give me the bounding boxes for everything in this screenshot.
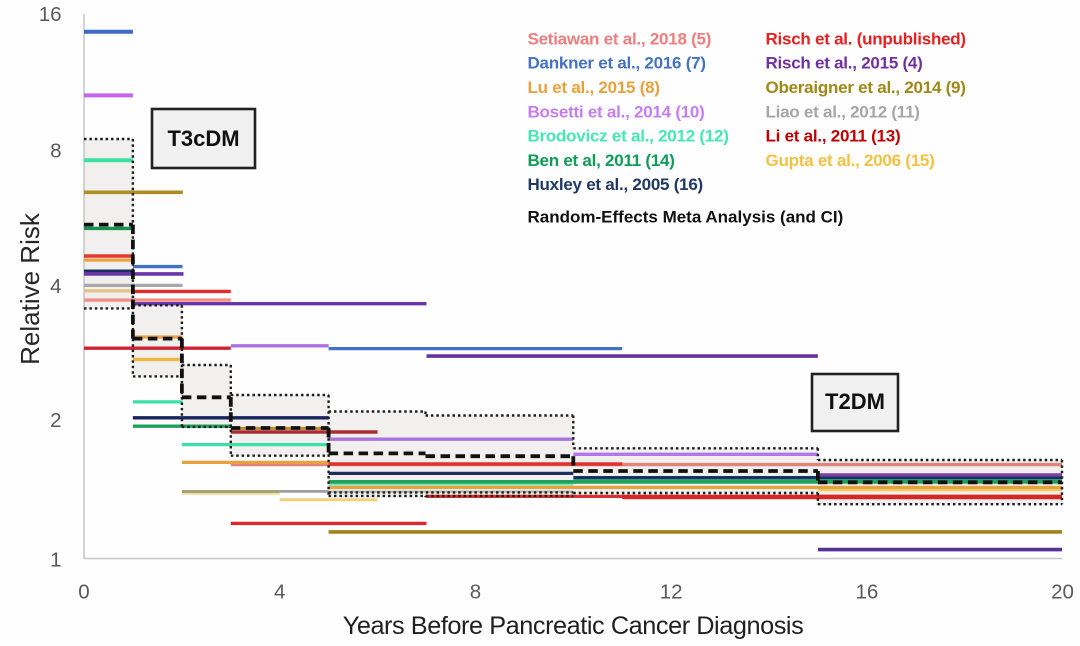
svg-text:Dankner et al., 2016 (7): Dankner et al., 2016 (7) — [528, 54, 706, 73]
svg-text:Lu et al., 2015 (8): Lu et al., 2015 (8) — [528, 78, 660, 97]
svg-text:Relative Risk: Relative Risk — [15, 212, 45, 365]
svg-text:Risch et al., 2015 (4): Risch et al., 2015 (4) — [766, 54, 923, 73]
svg-text:16: 16 — [39, 3, 62, 26]
svg-text:Liao et al., 2012 (11): Liao et al., 2012 (11) — [766, 102, 920, 121]
svg-text:4: 4 — [274, 581, 285, 604]
svg-text:16: 16 — [855, 581, 878, 604]
svg-text:Setiawan et al., 2018 (5): Setiawan et al., 2018 (5) — [528, 29, 712, 48]
svg-text:Ben et al, 2011 (14): Ben et al, 2011 (14) — [528, 151, 675, 170]
svg-text:Risch et al. (unpublished): Risch et al. (unpublished) — [766, 29, 966, 48]
svg-text:0: 0 — [78, 581, 89, 604]
svg-text:T3cDM: T3cDM — [167, 126, 239, 151]
svg-text:Li et al., 2011 (13): Li et al., 2011 (13) — [766, 127, 901, 146]
svg-text:2: 2 — [50, 409, 61, 432]
svg-text:T2DM: T2DM — [825, 389, 885, 414]
svg-text:Random-Effects Meta Analysis (: Random-Effects Meta Analysis (and CI) — [528, 207, 844, 226]
svg-text:1: 1 — [50, 548, 61, 571]
svg-text:Gupta et al., 2006 (15): Gupta et al., 2006 (15) — [766, 151, 935, 170]
svg-text:Oberaigner et al., 2014 (9): Oberaigner et al., 2014 (9) — [766, 78, 966, 97]
svg-text:4: 4 — [50, 275, 61, 298]
svg-text:Brodovicz et al., 2012 (12): Brodovicz et al., 2012 (12) — [528, 127, 729, 146]
svg-text:20: 20 — [1051, 581, 1074, 604]
svg-text:12: 12 — [660, 581, 683, 604]
svg-text:Huxley et al., 2005 (16): Huxley et al., 2005 (16) — [528, 175, 703, 194]
svg-text:8: 8 — [470, 581, 481, 604]
svg-text:8: 8 — [50, 139, 61, 162]
svg-text:Years Before Pancreatic Cancer: Years Before Pancreatic Cancer Diagnosis — [343, 612, 804, 640]
svg-text:Bosetti et al., 2014 (10): Bosetti et al., 2014 (10) — [528, 102, 705, 121]
